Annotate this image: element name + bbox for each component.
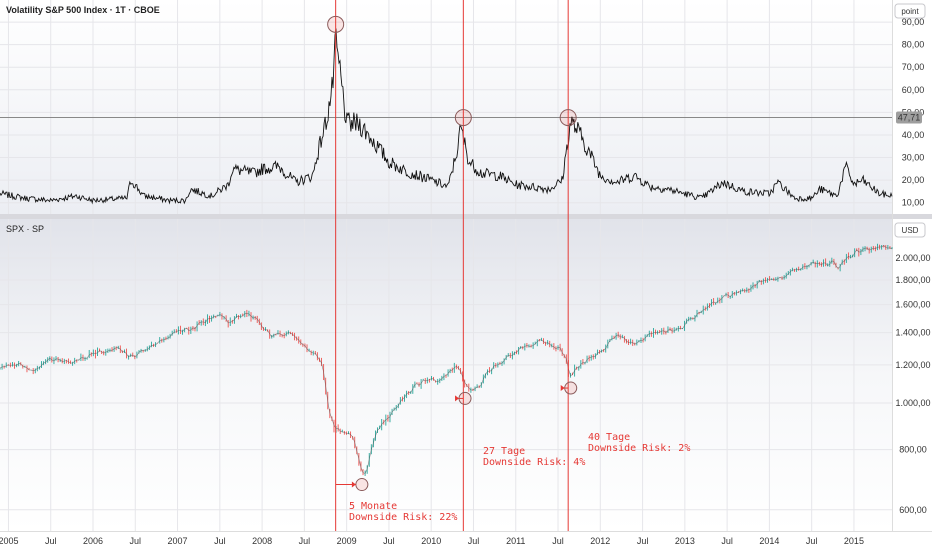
annotation-27-tage: 27 Tage Downside Risk: 4% xyxy=(483,446,585,468)
x-tick-label: Jul xyxy=(299,536,311,546)
vix-y-tick-label: 40,00 xyxy=(902,130,925,140)
x-tick-label: 2008 xyxy=(252,536,272,546)
annotation-2-line2: Downside Risk: 4% xyxy=(483,457,585,468)
spx-y-tick-label: 600,00 xyxy=(899,505,927,515)
spx-y-tick-label: 1.800,00 xyxy=(895,275,930,285)
annotation-1-line2: Downside Risk: 22% xyxy=(349,512,457,523)
x-tick-label: Jul xyxy=(806,536,818,546)
x-tick-label: 2013 xyxy=(675,536,695,546)
level-price-tag: 47,71 xyxy=(896,111,922,124)
annotation-3-line2: Downside Risk: 2% xyxy=(588,443,690,454)
vix-grid xyxy=(0,0,892,214)
annotation-arrow-head xyxy=(351,481,356,488)
x-tick-label: 2015 xyxy=(844,536,864,546)
vix-line xyxy=(0,28,893,205)
vix-pane-title: Volatility S&P 500 Index · 1T · CBOE xyxy=(6,5,160,15)
spx-close-line xyxy=(0,245,893,474)
x-tick-label: Jul xyxy=(214,536,226,546)
spx-circle-marker xyxy=(355,478,369,492)
annotation-3-line1: 40 Tage xyxy=(588,432,630,443)
x-tick-label: Jul xyxy=(130,536,142,546)
vix-y-tick-label: 10,00 xyxy=(902,198,925,208)
spx-y-tick-label: 2.000,00 xyxy=(895,253,930,263)
annotation-2-line1: 27 Tage xyxy=(483,446,525,457)
vix-pane-background xyxy=(0,0,892,214)
vix-y-tick-label: 20,00 xyxy=(902,175,925,185)
vix-y-tick-label: 30,00 xyxy=(902,153,925,163)
x-tick-label: 2011 xyxy=(506,536,525,546)
vix-unit-label: point xyxy=(901,7,919,16)
vix-circle-marker xyxy=(559,109,577,127)
annotation-40-tage: 40 Tage Downside Risk: 2% xyxy=(588,432,690,454)
spx-unit-button[interactable]: USD xyxy=(894,222,926,238)
spx-y-tick-label: 1.600,00 xyxy=(895,300,930,310)
vix-y-tick-label: 70,00 xyxy=(902,62,925,72)
x-tick-label: Jul xyxy=(45,536,57,546)
vix-y-tick-label: 80,00 xyxy=(902,40,925,50)
spx-price-scale[interactable]: 600,00 800,00 1.000,00 1.200,00 1.400,00 1.60… xyxy=(895,253,930,515)
spx-y-tick-label: 1.200,00 xyxy=(895,360,930,370)
annotation-arrow-head xyxy=(455,395,460,402)
x-tick-label: Jul xyxy=(721,536,733,546)
x-tick-label: Jul xyxy=(552,536,564,546)
vix-circle-marker xyxy=(327,15,345,33)
annotation-arrows xyxy=(335,385,569,488)
time-axis[interactable]: 2005 Jul 2006 Jul 2007 Jul 2008 Jul 2009 Jul 2010 J… xyxy=(0,536,864,546)
x-tick-label: 2007 xyxy=(168,536,188,546)
annotation-1-line1: 5 Monate xyxy=(349,501,397,512)
vix-circle-marker xyxy=(454,109,472,127)
spx-y-tick-label: 1.000,00 xyxy=(895,398,930,408)
x-tick-label: Jul xyxy=(383,536,395,546)
annotation-5-monate: 5 Monate Downside Risk: 22% xyxy=(349,501,457,523)
x-tick-label: 2010 xyxy=(421,536,441,546)
x-tick-label: Jul xyxy=(468,536,480,546)
x-tick-label: 2006 xyxy=(83,536,103,546)
annotation-vertical-lines[interactable] xyxy=(335,0,569,531)
spx-pane-title: SPX · SP xyxy=(6,224,44,234)
x-tick-label: 2005 xyxy=(0,536,18,546)
spx-y-tick-label: 800,00 xyxy=(899,445,927,455)
vix-unit-button[interactable]: point xyxy=(894,3,926,19)
spx-unit-label: USD xyxy=(902,226,919,235)
x-tick-label: Jul xyxy=(637,536,649,546)
spx-grid xyxy=(0,219,892,531)
vix-y-tick-label: 60,00 xyxy=(902,85,925,95)
level-price-tag-label: 47,71 xyxy=(898,113,921,123)
vix-y-tick-label: 90,00 xyxy=(902,17,925,27)
circle-markers[interactable] xyxy=(327,15,578,492)
price-scale-background xyxy=(892,0,932,550)
spx-candles xyxy=(0,243,893,476)
vix-series xyxy=(0,28,893,205)
spx-y-tick-label: 1.400,00 xyxy=(895,328,930,338)
x-tick-label: 2012 xyxy=(590,536,610,546)
x-tick-label: 2014 xyxy=(759,536,779,546)
annotation-arrow-head xyxy=(560,385,565,392)
x-tick-label: 2009 xyxy=(337,536,357,546)
